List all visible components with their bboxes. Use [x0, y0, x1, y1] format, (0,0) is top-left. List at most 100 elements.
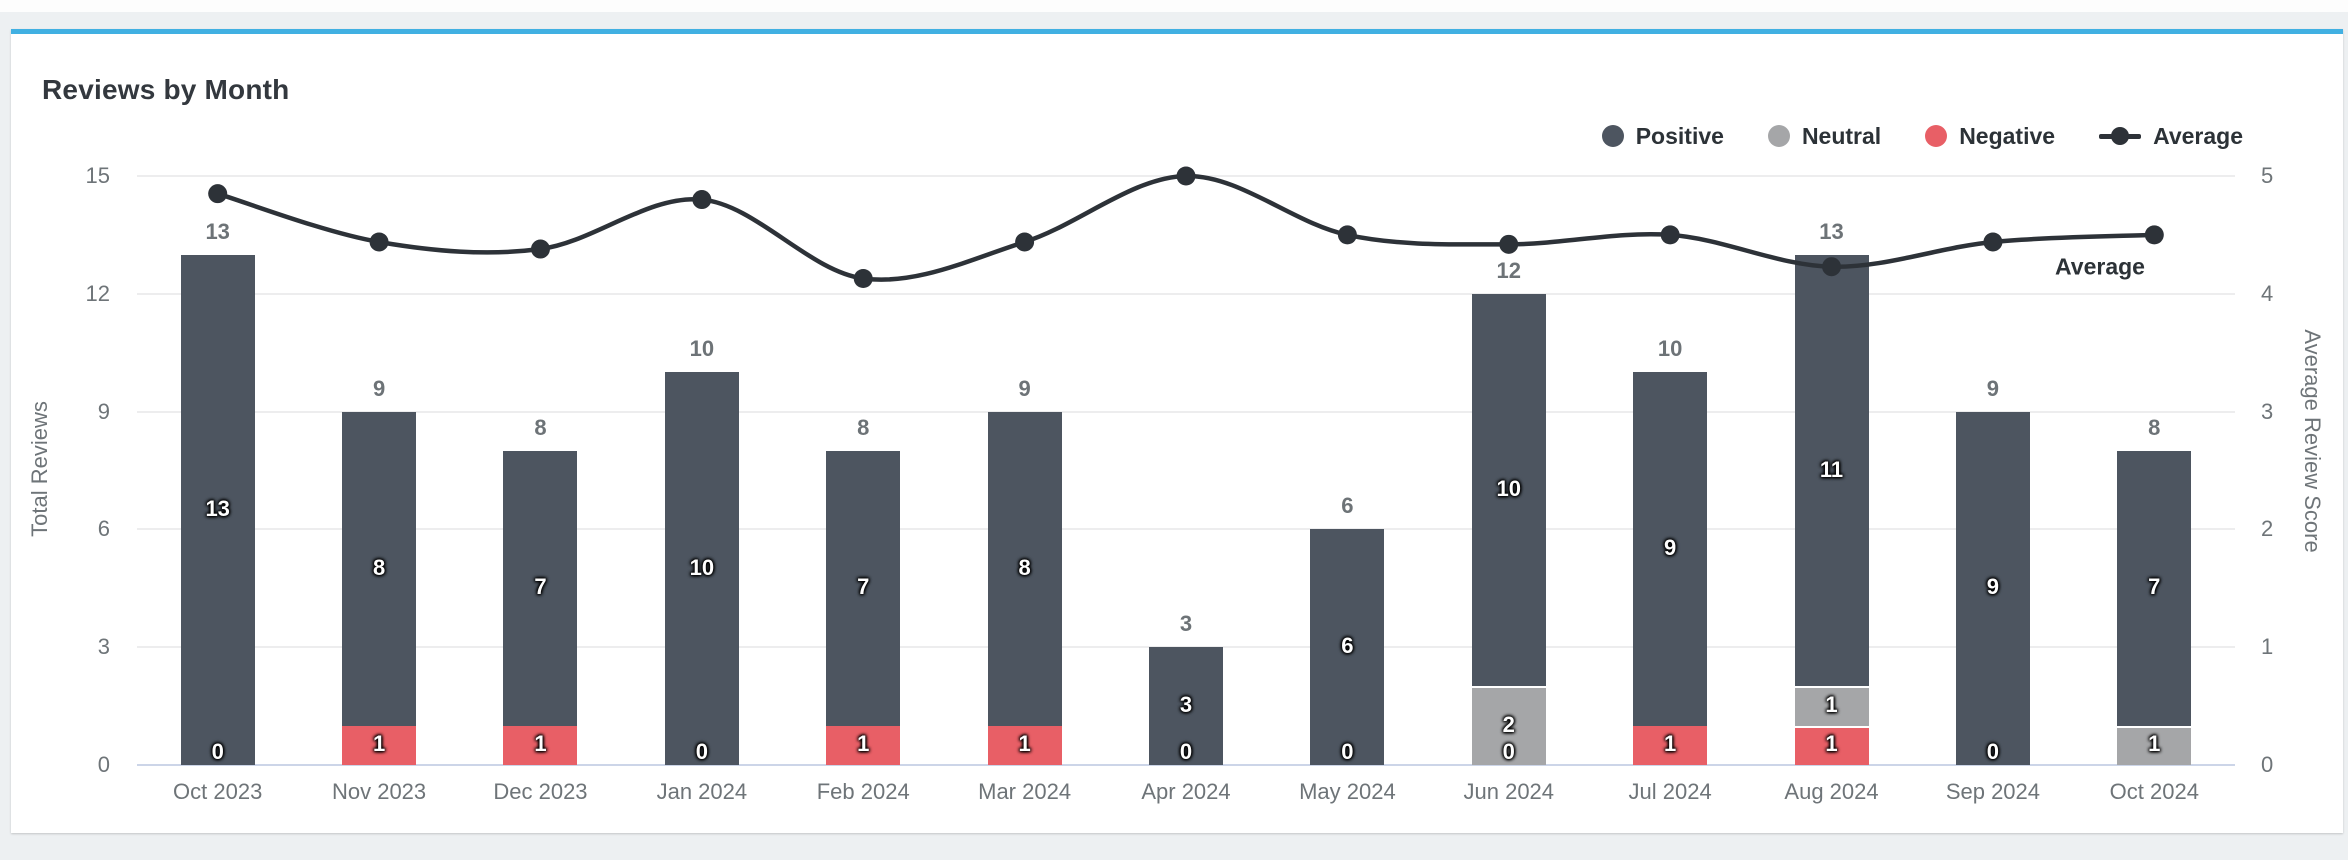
- bar-total-label: 8: [534, 414, 547, 440]
- grid-line: [137, 175, 2235, 177]
- bar-segment-positive[interactable]: [503, 450, 578, 726]
- bar-segment-positive[interactable]: [826, 450, 901, 726]
- bar-total-label: 8: [857, 414, 870, 440]
- bar-value-label-negative: 1: [857, 731, 870, 757]
- bar-value-label-zero: 0: [695, 739, 708, 764]
- average-line-point[interactable]: [2144, 225, 2164, 245]
- bar-total-label: 13: [1819, 218, 1844, 244]
- bar-value-label-positive: 9: [1664, 535, 1677, 561]
- bar-segment-neutral[interactable]: [1794, 686, 1869, 726]
- bar-value-label-zero: 0: [1986, 739, 2000, 764]
- average-line-point[interactable]: [1983, 232, 2003, 252]
- legend-label: Positive: [1635, 122, 1724, 149]
- legend-label: Average: [2153, 122, 2243, 149]
- bar-segment-positive[interactable]: [1310, 529, 1385, 765]
- bar-segment-negative[interactable]: [987, 725, 1062, 765]
- bar-segment-positive[interactable]: [1471, 293, 1546, 687]
- average-line-point[interactable]: [530, 239, 550, 259]
- bar-value-label-positive: 10: [1496, 476, 1521, 502]
- page-top-strip: [0, 0, 2348, 12]
- x-axis-label: Oct 2023: [173, 779, 263, 804]
- bar-segment-positive[interactable]: [180, 254, 255, 765]
- x-axis-label: Nov 2023: [331, 779, 427, 804]
- x-axis-label: Feb 2024: [816, 779, 910, 804]
- bar-segment-positive[interactable]: [1149, 647, 1223, 765]
- legend-label: Neutral: [1801, 122, 1882, 149]
- bar-value-label-neutral: 1: [1825, 692, 1838, 718]
- y-axis-tick-left: 3: [97, 634, 110, 660]
- average-line-point[interactable]: [853, 268, 873, 288]
- y-axis-tick-right: 1: [2261, 634, 2274, 660]
- bar-total-label: 8: [2148, 414, 2161, 440]
- x-axis-label: Jul 2024: [1628, 779, 1712, 804]
- bar-total-label: 10: [1657, 336, 1683, 362]
- x-axis-label: Oct 2024: [2109, 779, 2199, 804]
- bar-total-label: 9: [372, 375, 386, 401]
- y-axis-tick-left: 9: [97, 398, 110, 424]
- bar-value-label-positive: 7: [534, 574, 547, 600]
- bar-segment-neutral[interactable]: [1471, 686, 1546, 765]
- bar-segment-positive[interactable]: [342, 411, 417, 726]
- bar-total-label: 12: [1496, 257, 1521, 283]
- bar-segment-negative[interactable]: [342, 725, 417, 765]
- bar-value-label-positive: 11: [1819, 456, 1844, 482]
- legend-item-neutral[interactable]: Neutral: [1767, 122, 1882, 150]
- bar-value-label-zero: 0: [1502, 739, 1515, 764]
- bar-value-label-positive: 3: [1179, 692, 1193, 718]
- bar-total-label: 9: [1018, 375, 1031, 401]
- bar-segment-negative[interactable]: [826, 725, 901, 765]
- legend-item-negative[interactable]: Negative: [1925, 123, 2055, 150]
- bar-value-label-negative: 1: [534, 731, 547, 757]
- legend-circle-icon: [1925, 125, 1948, 147]
- bar-segment-negative[interactable]: [1633, 725, 1708, 765]
- bar-segment-positive[interactable]: [1794, 254, 1869, 687]
- bar-value-label-negative: 1: [372, 731, 386, 757]
- y-axis-title-left: Total Reviews: [27, 401, 52, 537]
- y-axis-tick-right: 4: [2261, 280, 2274, 306]
- average-line-point[interactable]: [1660, 225, 1680, 245]
- bar-segment-negative[interactable]: [503, 725, 578, 765]
- legend-circle-icon: [1601, 125, 1624, 147]
- bar-value-label-positive: 13: [205, 495, 230, 521]
- bar-total-label: 3: [1179, 611, 1193, 637]
- x-axis-label: Apr 2024: [1141, 779, 1231, 804]
- bar-segment-positive[interactable]: [664, 372, 739, 765]
- y-axis-tick-left: 12: [85, 280, 110, 306]
- bar-segment-negative[interactable]: [1794, 725, 1869, 765]
- average-line-point[interactable]: [208, 184, 228, 204]
- average-line-point[interactable]: [1015, 232, 1035, 252]
- x-axis-baseline: [137, 764, 2235, 766]
- bar-value-label-positive: 7: [857, 574, 870, 600]
- legend-item-average[interactable]: Average: [2099, 123, 2243, 150]
- bar-segment-neutral[interactable]: [2117, 725, 2192, 765]
- bar-value-label-positive: 7: [2148, 574, 2161, 600]
- bar-value-label-zero: 0: [1179, 739, 1193, 764]
- reviews-by-month-card: Reviews by Month Positive Neutral Negative…: [11, 29, 2343, 833]
- x-axis-label: Dec 2023: [493, 779, 588, 804]
- x-axis-label: May 2024: [1299, 779, 1396, 804]
- average-line-label: Average: [2055, 253, 2145, 280]
- y-axis-tick-left: 15: [85, 163, 110, 188]
- bar-segment-positive[interactable]: [2117, 450, 2192, 726]
- x-axis-label: Jan 2024: [656, 779, 748, 804]
- y-axis-tick-right: 2: [2261, 516, 2274, 542]
- bar-value-label-positive: 6: [1341, 633, 1354, 659]
- bar-value-label-neutral: 1: [2148, 731, 2161, 757]
- average-line-point[interactable]: [1337, 225, 1357, 245]
- chart-title: Reviews by Month: [42, 74, 290, 105]
- y-axis-tick-left: 0: [97, 752, 110, 777]
- y-axis-tick-right: 0: [2261, 752, 2274, 777]
- average-line-point[interactable]: [1499, 234, 1519, 254]
- y-axis-tick-right: 5: [2261, 163, 2274, 188]
- bar-segment-positive[interactable]: [1633, 372, 1708, 726]
- bar-value-label-positive: 8: [372, 554, 386, 580]
- bar-segment-positive[interactable]: [1955, 411, 2030, 765]
- x-axis-label: Jun 2024: [1463, 779, 1555, 804]
- y-axis-tick-right: 3: [2261, 398, 2274, 424]
- average-line-point[interactable]: [692, 190, 712, 210]
- average-line-point[interactable]: [369, 232, 389, 252]
- legend-item-positive[interactable]: Positive: [1601, 122, 1724, 150]
- legend-label: Negative: [1959, 122, 2056, 149]
- bar-value-label-zero: 0: [211, 739, 224, 764]
- bar-segment-positive[interactable]: [987, 411, 1062, 726]
